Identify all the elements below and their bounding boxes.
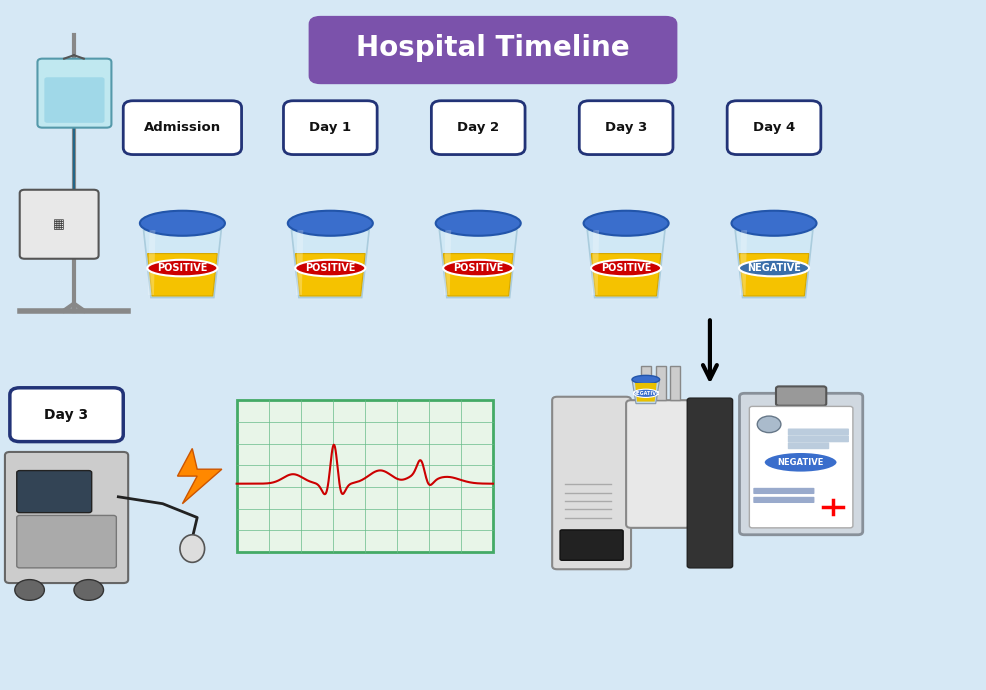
FancyBboxPatch shape xyxy=(753,497,814,503)
Text: POSITIVE: POSITIVE xyxy=(305,263,356,273)
Ellipse shape xyxy=(140,210,225,236)
FancyBboxPatch shape xyxy=(432,101,525,155)
Polygon shape xyxy=(440,230,517,297)
Text: NEGATIVE: NEGATIVE xyxy=(632,391,660,396)
Polygon shape xyxy=(296,230,304,295)
Ellipse shape xyxy=(295,260,366,277)
Polygon shape xyxy=(144,230,221,297)
FancyBboxPatch shape xyxy=(788,428,849,435)
Ellipse shape xyxy=(591,260,662,277)
Text: POSITIVE: POSITIVE xyxy=(453,263,504,273)
FancyBboxPatch shape xyxy=(656,366,666,400)
FancyBboxPatch shape xyxy=(728,101,820,155)
Text: POSITIVE: POSITIVE xyxy=(157,263,208,273)
FancyBboxPatch shape xyxy=(560,530,623,560)
FancyBboxPatch shape xyxy=(552,397,631,569)
Circle shape xyxy=(757,416,781,433)
Ellipse shape xyxy=(436,210,521,236)
FancyBboxPatch shape xyxy=(20,190,99,259)
Ellipse shape xyxy=(633,389,659,397)
Ellipse shape xyxy=(288,210,373,236)
Text: Hospital Timeline: Hospital Timeline xyxy=(356,34,630,62)
Polygon shape xyxy=(444,254,513,296)
FancyBboxPatch shape xyxy=(5,452,128,583)
Polygon shape xyxy=(632,380,660,404)
Polygon shape xyxy=(148,230,156,295)
Text: NEGATIVE: NEGATIVE xyxy=(747,263,801,273)
Ellipse shape xyxy=(443,260,514,277)
FancyBboxPatch shape xyxy=(37,59,111,128)
Ellipse shape xyxy=(584,210,669,236)
FancyBboxPatch shape xyxy=(309,16,677,84)
FancyBboxPatch shape xyxy=(17,471,92,513)
Polygon shape xyxy=(740,230,747,295)
FancyBboxPatch shape xyxy=(740,393,863,535)
FancyBboxPatch shape xyxy=(17,515,116,568)
Ellipse shape xyxy=(180,535,205,562)
FancyBboxPatch shape xyxy=(123,101,242,155)
Text: Day 1: Day 1 xyxy=(310,121,351,134)
Circle shape xyxy=(74,580,104,600)
Ellipse shape xyxy=(147,260,218,277)
Text: Day 3: Day 3 xyxy=(605,121,647,134)
Ellipse shape xyxy=(739,260,810,277)
Polygon shape xyxy=(292,230,369,297)
Text: POSITIVE: POSITIVE xyxy=(600,263,652,273)
FancyBboxPatch shape xyxy=(580,101,672,155)
FancyBboxPatch shape xyxy=(788,435,849,442)
Polygon shape xyxy=(592,230,599,295)
FancyBboxPatch shape xyxy=(749,406,853,528)
FancyBboxPatch shape xyxy=(626,400,690,528)
FancyBboxPatch shape xyxy=(776,386,826,406)
Circle shape xyxy=(15,580,44,600)
Polygon shape xyxy=(177,448,222,504)
Text: NEGATIVE: NEGATIVE xyxy=(777,457,824,467)
Text: Admission: Admission xyxy=(144,121,221,134)
Text: Day 2: Day 2 xyxy=(458,121,499,134)
Ellipse shape xyxy=(632,375,660,384)
FancyBboxPatch shape xyxy=(687,398,733,568)
Polygon shape xyxy=(296,254,365,296)
Text: Day 3: Day 3 xyxy=(44,408,88,422)
FancyBboxPatch shape xyxy=(641,366,651,400)
Ellipse shape xyxy=(732,210,816,236)
FancyBboxPatch shape xyxy=(753,488,814,494)
Polygon shape xyxy=(736,230,812,297)
Text: Day 4: Day 4 xyxy=(753,121,795,134)
Polygon shape xyxy=(740,254,809,296)
FancyBboxPatch shape xyxy=(237,400,493,552)
Polygon shape xyxy=(635,383,657,402)
FancyBboxPatch shape xyxy=(10,388,123,442)
FancyBboxPatch shape xyxy=(44,77,105,123)
FancyBboxPatch shape xyxy=(670,366,680,400)
Polygon shape xyxy=(592,254,661,296)
Text: ▦: ▦ xyxy=(53,218,65,230)
FancyBboxPatch shape xyxy=(788,442,829,449)
Polygon shape xyxy=(444,230,452,295)
Ellipse shape xyxy=(764,452,838,473)
FancyBboxPatch shape xyxy=(284,101,377,155)
Polygon shape xyxy=(148,254,217,296)
Polygon shape xyxy=(588,230,665,297)
